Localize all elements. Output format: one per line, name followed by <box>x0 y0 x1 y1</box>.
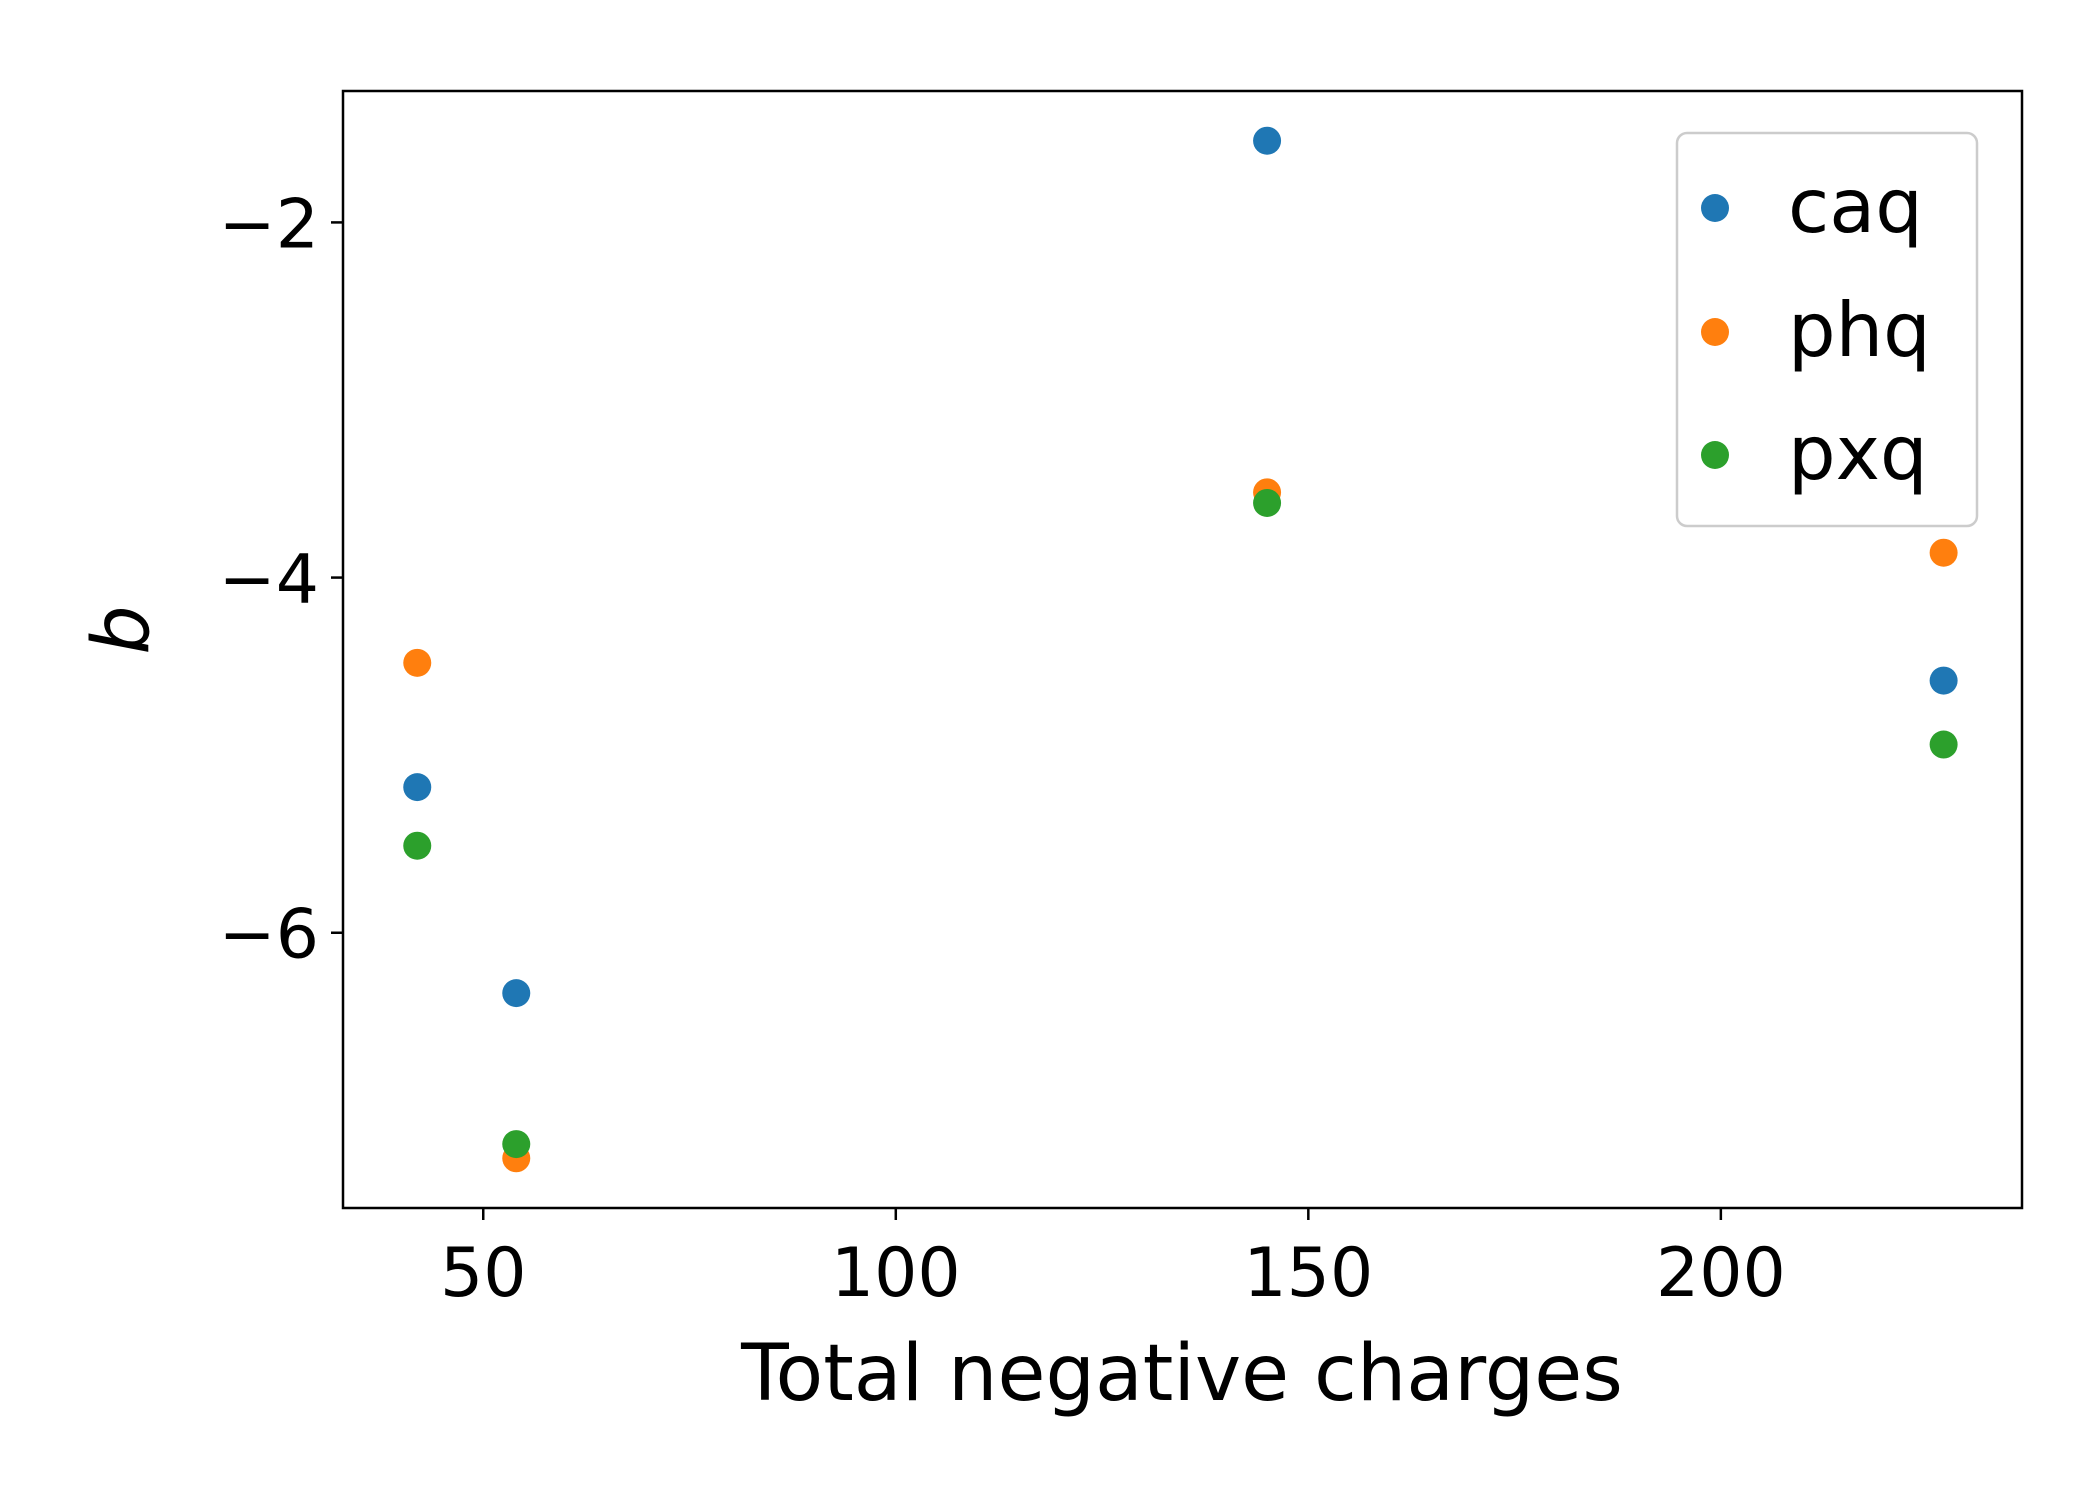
legend-marker-pxq <box>1701 441 1729 469</box>
legend-marker-phq <box>1701 318 1729 346</box>
legend-label-pxq: pxq <box>1788 409 1928 497</box>
data-point-caq <box>1253 126 1282 155</box>
data-point-caq <box>403 773 432 802</box>
data-point-phq <box>1929 538 1958 567</box>
x-tick-label: 200 <box>1656 1234 1786 1313</box>
legend-label-phq: phq <box>1788 286 1931 374</box>
x-axis-label: Total negative charges <box>740 1329 1623 1419</box>
x-tick-label: 100 <box>831 1234 961 1313</box>
x-tick-label: 50 <box>440 1234 527 1313</box>
data-point-phq <box>403 648 432 677</box>
y-axis-label: b <box>77 605 167 655</box>
legend-marker-caq <box>1701 194 1729 222</box>
y-tick-label: −4 <box>219 541 319 620</box>
data-points <box>403 126 1958 1173</box>
x-tick-label: 150 <box>1243 1234 1373 1313</box>
y-tick-label: −6 <box>219 896 319 975</box>
x-axis-ticks: 50 100 150 200 <box>440 1208 1786 1313</box>
data-point-caq <box>1929 666 1958 695</box>
data-point-pxq <box>502 1130 531 1159</box>
data-point-pxq <box>1253 488 1282 517</box>
data-point-caq <box>502 979 531 1008</box>
legend-box <box>1675 131 1979 528</box>
y-tick-label: −2 <box>219 185 319 264</box>
legend: caq phq pxq <box>1675 131 1979 528</box>
y-axis-ticks: −2 −4 −6 <box>219 185 343 975</box>
legend-label-caq: caq <box>1788 162 1923 250</box>
data-point-pxq <box>1929 730 1958 759</box>
data-point-pxq <box>403 831 432 860</box>
